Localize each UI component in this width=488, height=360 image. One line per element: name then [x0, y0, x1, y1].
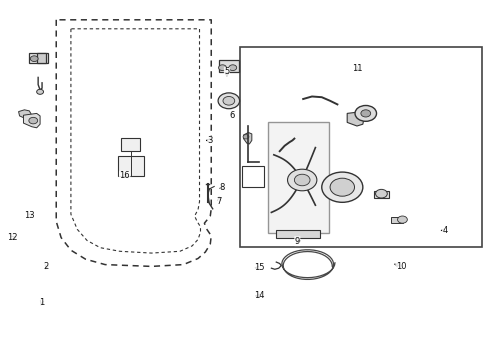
Circle shape: [228, 65, 236, 71]
Circle shape: [218, 93, 239, 109]
Polygon shape: [346, 112, 364, 126]
Polygon shape: [243, 132, 251, 144]
Circle shape: [29, 117, 38, 124]
Text: 11: 11: [351, 64, 362, 73]
Text: 5: 5: [224, 68, 229, 77]
Bar: [390, 217, 403, 223]
Circle shape: [218, 65, 226, 71]
Circle shape: [294, 174, 309, 186]
Polygon shape: [19, 110, 32, 119]
Circle shape: [321, 172, 362, 202]
Bar: [37, 53, 46, 63]
Bar: [219, 60, 238, 72]
Text: 16: 16: [119, 171, 130, 180]
Bar: [118, 156, 143, 176]
Circle shape: [30, 56, 38, 62]
Circle shape: [287, 169, 316, 191]
Bar: [373, 191, 388, 198]
Bar: [29, 53, 48, 63]
Circle shape: [329, 178, 354, 196]
Circle shape: [397, 216, 407, 223]
Circle shape: [37, 89, 43, 94]
Circle shape: [354, 105, 376, 121]
Text: 2: 2: [44, 262, 49, 271]
Text: 8: 8: [220, 183, 224, 192]
Text: 7: 7: [216, 197, 221, 206]
Bar: [276, 230, 320, 238]
Text: 13: 13: [24, 211, 35, 220]
Text: 15: 15: [253, 264, 264, 272]
Bar: [241, 166, 263, 187]
Bar: [121, 138, 140, 151]
Bar: [239, 47, 481, 247]
Polygon shape: [23, 113, 40, 128]
Text: 1: 1: [39, 298, 44, 307]
Circle shape: [360, 110, 370, 117]
Text: 4: 4: [442, 226, 447, 235]
Text: 3: 3: [207, 136, 212, 145]
Text: 12: 12: [7, 233, 18, 242]
Circle shape: [375, 189, 386, 198]
Circle shape: [243, 135, 248, 139]
Text: 10: 10: [395, 262, 406, 271]
Text: 9: 9: [294, 237, 299, 246]
Text: 6: 6: [229, 111, 234, 120]
Text: 14: 14: [253, 292, 264, 300]
Circle shape: [223, 96, 234, 105]
Bar: [267, 122, 328, 233]
